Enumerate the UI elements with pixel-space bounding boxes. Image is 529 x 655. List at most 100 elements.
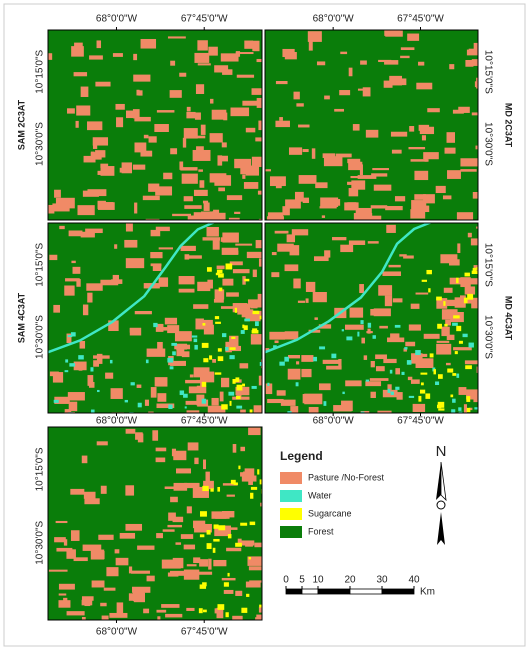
pasture-patch (183, 196, 193, 202)
water-patch (169, 366, 174, 370)
pasture-patch (467, 232, 472, 238)
sugarcane-patch (454, 351, 458, 355)
pasture-patch (199, 319, 213, 329)
pasture-patch (168, 512, 176, 521)
pasture-patch (209, 133, 223, 143)
pasture-patch (143, 608, 150, 614)
panel-label: SAM 2C3AT (16, 99, 26, 150)
sugarcane-patch (450, 394, 454, 398)
map-border (264, 29, 479, 221)
sugarcane-patch (444, 323, 448, 327)
pasture-patch (228, 217, 240, 220)
pasture-patch (305, 281, 316, 292)
water-patch (435, 381, 440, 386)
sugarcane-patch (229, 347, 236, 350)
sugarcane-patch (250, 492, 254, 499)
pasture-patch (387, 384, 392, 391)
pasture-patch (146, 575, 155, 582)
pasture-patch (74, 42, 83, 48)
pasture-patch (294, 191, 304, 202)
sugarcane-patch (436, 296, 442, 301)
water-patch (78, 355, 84, 360)
sugarcane-patch (202, 582, 207, 587)
sugarcane-patch (420, 372, 428, 375)
pasture-patch (335, 153, 352, 158)
pasture-patch (132, 164, 146, 170)
pasture-patch (130, 261, 135, 266)
pasture-patch (121, 162, 133, 174)
pasture-patch (403, 348, 407, 352)
pasture-patch (258, 258, 262, 267)
pasture-patch (68, 230, 83, 237)
water-patch (313, 356, 318, 362)
pasture-patch (161, 604, 180, 608)
pasture-patch (196, 146, 204, 156)
pasture-patch (383, 80, 393, 88)
pasture-patch (415, 358, 434, 368)
pasture-patch (87, 121, 103, 131)
pasture-patch (81, 596, 94, 601)
pasture-patch (68, 401, 78, 412)
pasture-patch (265, 169, 271, 172)
sugarcane-patch (217, 486, 221, 492)
legend-swatch (280, 490, 302, 502)
pasture-patch (202, 200, 209, 204)
pasture-patch (410, 303, 420, 309)
sugarcane-patch (225, 263, 233, 270)
map-panel (264, 29, 479, 221)
pasture-patch (195, 318, 204, 330)
pasture-patch (370, 391, 376, 398)
pasture-patch (423, 152, 439, 160)
pasture-patch (447, 170, 461, 179)
water-patch (365, 379, 370, 382)
scale-tick-label: 0 (283, 575, 289, 586)
pasture-patch (321, 215, 326, 218)
pasture-patch (125, 428, 136, 434)
water-patch (153, 322, 158, 328)
pasture-patch (373, 308, 391, 317)
pasture-patch (347, 181, 365, 185)
lon-label: 67°45'0"W (181, 14, 228, 25)
pasture-patch (161, 559, 181, 569)
pasture-patch (155, 447, 167, 452)
pasture-patch (200, 211, 214, 220)
water-patch (225, 346, 229, 351)
pasture-patch (457, 243, 461, 253)
pasture-patch (108, 320, 119, 332)
pasture-patch (370, 215, 382, 220)
pasture-patch (242, 100, 259, 106)
pasture-patch (167, 325, 180, 334)
map-image (265, 30, 478, 220)
pasture-patch (275, 120, 290, 128)
sugarcane-patch (214, 316, 220, 320)
pasture-patch (254, 542, 262, 548)
pasture-patch (220, 306, 237, 309)
water-patch (172, 351, 176, 356)
water-patch (295, 382, 299, 387)
pasture-patch (287, 368, 301, 380)
pasture-patch (54, 537, 66, 543)
sugarcane-patch (231, 336, 236, 339)
scale-tick-label: 40 (408, 575, 420, 586)
pasture-patch (372, 168, 389, 171)
pasture-patch (80, 86, 89, 97)
pasture-patch (370, 308, 381, 316)
pasture-patch (421, 135, 426, 141)
pasture-patch (125, 223, 133, 232)
pasture-patch (184, 205, 202, 209)
pasture-patch (274, 230, 289, 234)
water-patch (171, 342, 177, 346)
sugarcane-patch (235, 542, 242, 547)
pasture-patch (112, 274, 120, 283)
scale-segment (381, 588, 415, 595)
water-patch (194, 344, 198, 350)
pasture-patch (193, 304, 209, 309)
pasture-patch (250, 334, 262, 345)
sugarcane-patch (213, 524, 219, 529)
pasture-patch (443, 287, 453, 293)
pasture-patch (48, 569, 68, 572)
pasture-patch (182, 137, 187, 148)
pasture-patch (131, 570, 150, 574)
sugarcane-patch (250, 486, 258, 490)
pasture-patch (241, 475, 257, 482)
